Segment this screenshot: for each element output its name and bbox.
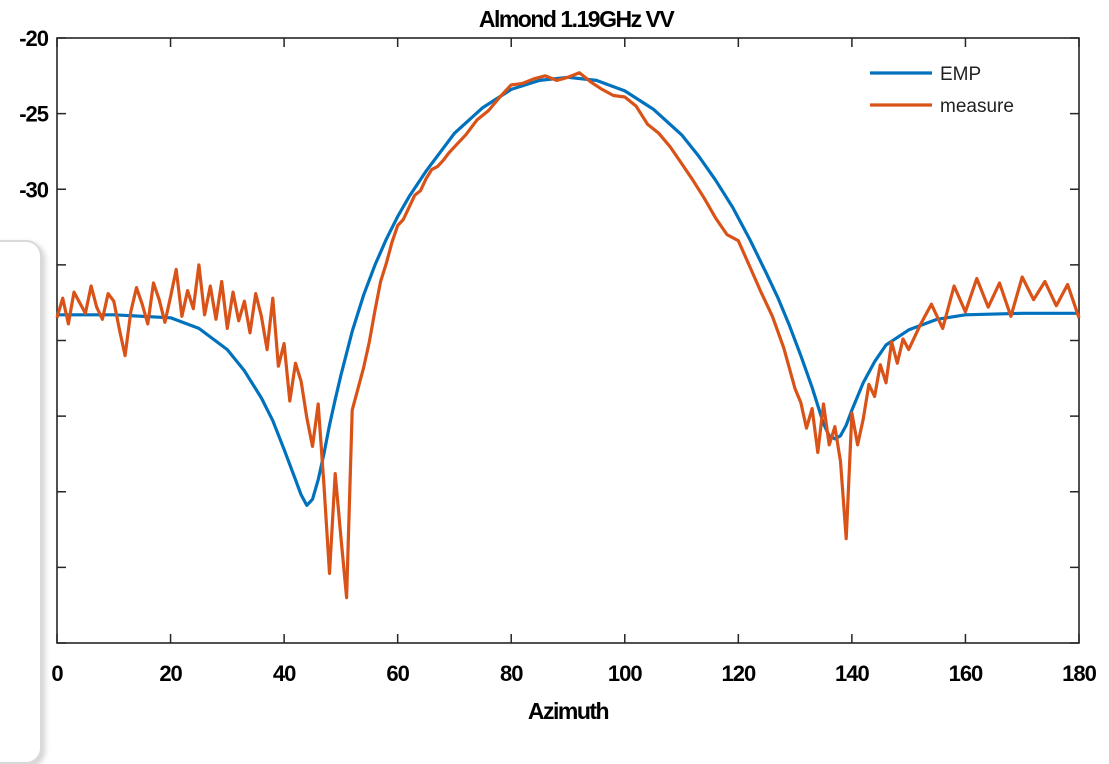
x-tick-label: 40 [273,661,296,686]
x-tick-label: 60 [386,661,409,686]
x-tick-label: 140 [835,661,869,686]
series-line-EMP [57,75,1079,507]
series-line-measure [55,71,1081,600]
axis-ticks: 0 20 40 60 80 100 120 140 160 180 -20 -25 -30 [19,26,1097,686]
chart-title: Almond 1.19GHz VV [479,6,675,32]
legend-label-EMP: EMP [940,64,981,85]
x-tick-label: 180 [1062,661,1096,686]
side-panel-overlay [0,240,42,764]
plot-area [56,37,1080,644]
x-tick-label: 100 [608,661,642,686]
x-tick-label: 0 [51,661,63,686]
x-tick-label: 20 [159,661,182,686]
series-lines [55,71,1081,600]
legend-label-measure: measure [940,96,1014,117]
x-tick-label: 120 [721,661,755,686]
y-tick-label: -20 [19,26,49,51]
legend: EMP measure [870,64,1014,117]
x-tick-label: 80 [500,661,523,686]
y-tick-label: -25 [19,102,49,127]
chart: Almond 1.19GHz VV 0 20 40 60 80 100 120 140 160 1… [19,6,1097,724]
x-tick-label: 160 [949,661,983,686]
y-tick-label: -30 [19,177,49,202]
x-axis-label: Azimuth [528,698,609,724]
